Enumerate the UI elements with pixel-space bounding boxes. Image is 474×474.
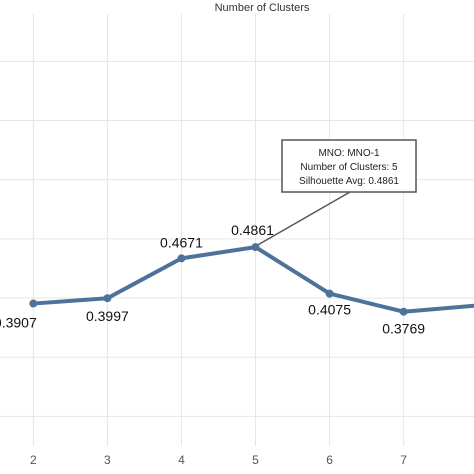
data-labels: 0.3907 0.3997 0.4671 0.4861 0.4075 0.3769 [0,222,425,337]
x-axis-title: Number of Clusters [215,2,310,14]
series-line-path [31,245,474,314]
data-point [103,294,112,303]
data-point [177,254,186,263]
x-tick-labels: 2 3 4 5 6 7 [30,453,407,467]
data-label: 0.3997 [86,308,129,324]
x-tick-label: 4 [178,453,185,467]
x-tick-label: 6 [326,453,333,467]
tooltip-line: Silhouette Avg: 0.4861 [299,176,399,187]
data-point [29,299,38,308]
data-label: 0.3907 [0,315,37,331]
tooltip-box [281,139,417,193]
data-label: 0.4861 [231,222,274,238]
tooltip-leader-line [257,191,351,246]
tooltip-line: MNO: MNO-1 [318,148,380,159]
grid [0,14,474,446]
x-tick-label: 2 [30,453,37,467]
tooltip-leader [257,191,351,246]
x-tick-label: 7 [400,453,407,467]
x-tick-label: 5 [252,453,259,467]
tooltip: MNO: MNO-1 Number of Clusters: 5 Silhouett… [281,139,417,193]
data-label: 0.4671 [160,234,203,250]
data-point [251,243,260,252]
x-tick-label: 3 [104,453,111,467]
tooltip-line: Number of Clusters: 5 [300,162,398,173]
data-point [399,307,408,316]
data-point [325,289,334,298]
data-label: 0.4075 [308,302,351,318]
series-line [29,243,474,316]
data-label: 0.3769 [382,321,425,337]
